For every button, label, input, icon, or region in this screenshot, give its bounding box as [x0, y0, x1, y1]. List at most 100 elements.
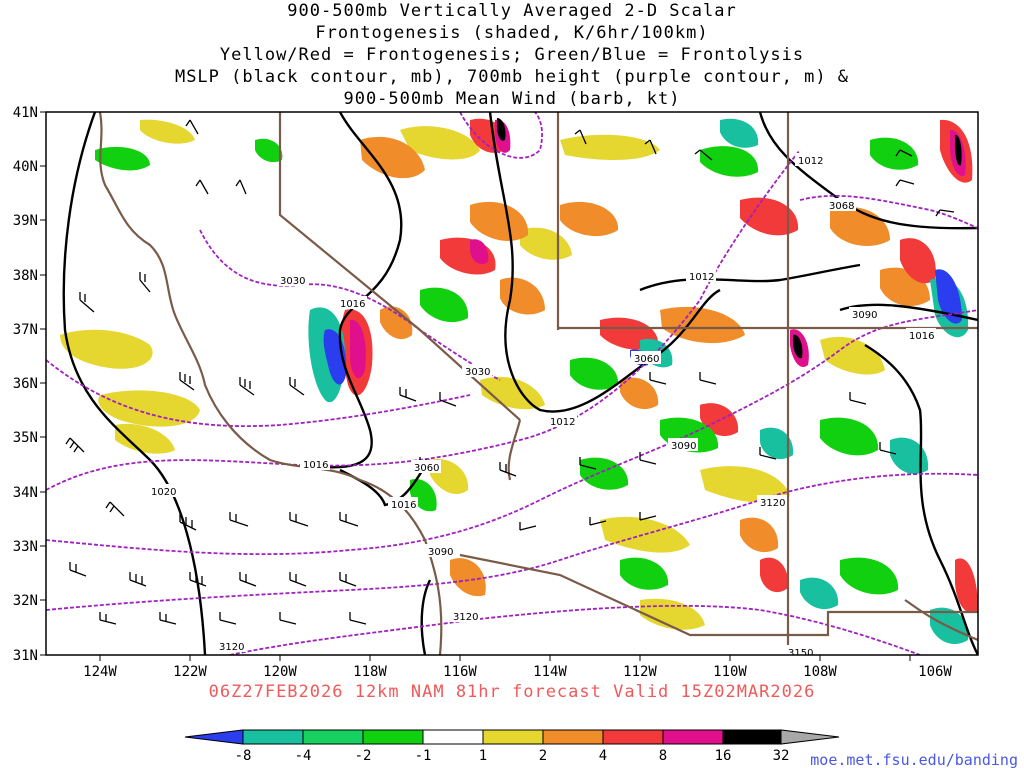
svg-text:3150: 3150	[788, 648, 813, 659]
mslp-label: 1016	[300, 457, 330, 471]
colorbar-label: -4	[295, 748, 312, 764]
colorbar-segment	[302, 729, 364, 745]
svg-text:1020: 1020	[151, 487, 176, 498]
frontogenesis-extreme-shading	[497, 118, 962, 359]
height-contours	[46, 112, 978, 655]
height-label: 3150	[785, 645, 815, 659]
colorbar-labels: -8 -4 -2 -1 1 2 4 8 16 32	[235, 748, 790, 764]
mslp-label: 1016	[906, 328, 936, 342]
lon-label: 122W	[173, 664, 207, 680]
svg-text:3120: 3120	[453, 612, 478, 623]
height-label: 3090	[425, 544, 455, 558]
svg-text:3030: 3030	[465, 367, 490, 378]
svg-text:3030: 3030	[280, 276, 305, 287]
lat-labels: 41N 40N 39N 38N 37N 36N 35N 34N 33N 32N …	[13, 105, 38, 664]
svg-text:3060: 3060	[634, 354, 659, 365]
mslp-contours	[62, 112, 978, 655]
colorbar-label: 4	[599, 748, 607, 764]
lon-label: 118W	[353, 664, 387, 680]
frontolysis-weak-shading	[95, 137, 919, 595]
svg-text:1016: 1016	[303, 460, 328, 471]
svg-text:1016: 1016	[909, 331, 934, 342]
colorbar-segment	[242, 729, 304, 745]
colorbar-segment	[362, 729, 424, 745]
colorbar	[184, 729, 840, 745]
title-line-1: 900-500mb Vertically Averaged 2-D Scalar	[287, 1, 737, 21]
height-label: 3068	[826, 198, 856, 212]
height-label: 3120	[216, 639, 246, 653]
colorbar-label: -8	[235, 748, 252, 764]
height-label: 3060	[631, 351, 661, 365]
height-label: 3060	[411, 460, 441, 474]
mslp-label: 1020	[148, 484, 178, 498]
colorbar-segment	[662, 729, 724, 745]
lon-label: 106W	[918, 664, 952, 680]
height-label: 3120	[450, 609, 480, 623]
colorbar-label: 2	[539, 748, 547, 764]
lat-label: 41N	[13, 105, 38, 121]
svg-text:3090: 3090	[852, 310, 877, 321]
lat-ticks	[40, 111, 46, 656]
lat-label: 33N	[13, 539, 38, 555]
colorbar-label: -1	[415, 748, 432, 764]
svg-text:1012: 1012	[689, 272, 714, 283]
height-label: 3090	[668, 438, 698, 452]
lat-label: 32N	[13, 593, 38, 609]
mslp-label: 1012	[686, 269, 716, 283]
svg-text:3068: 3068	[829, 201, 854, 212]
colorbar-label: 32	[773, 748, 790, 764]
mslp-label: 1016	[337, 296, 367, 310]
lat-label: 40N	[13, 159, 38, 175]
lat-label: 34N	[13, 485, 38, 501]
height-label: 3030	[277, 273, 307, 287]
lat-label: 31N	[13, 648, 38, 664]
forecast-label: 06Z27FEB2026 12km NAM 81hr forecast Vali…	[209, 682, 816, 702]
mslp-label: 1016	[388, 497, 418, 511]
shading-layer: 1012 1012 1016 1016 1016 1016 1012 1020 …	[46, 112, 978, 659]
boundaries	[98, 112, 978, 655]
wind-barbs	[65, 119, 955, 625]
svg-text:3120: 3120	[219, 642, 244, 653]
credit-link[interactable]: moe.met.fsu.edu/banding	[810, 751, 1018, 768]
svg-text:1012: 1012	[550, 417, 575, 428]
lon-label: 108W	[803, 664, 837, 680]
lon-label: 110W	[713, 664, 747, 680]
colorbar-segment	[722, 729, 782, 745]
lat-label: 38N	[13, 268, 38, 284]
colorbar-label: 16	[715, 748, 732, 764]
svg-text:1016: 1016	[340, 299, 365, 310]
svg-text:3090: 3090	[671, 441, 696, 452]
colorbar-segment	[184, 729, 244, 745]
colorbar-segment	[482, 729, 544, 745]
mslp-label: 1012	[547, 414, 577, 428]
height-label: 3090	[849, 307, 879, 321]
contour-labels: 1012 1012 1016 1016 1016 1016 1012 1020 …	[148, 153, 936, 659]
frontogenesis-moderate-shading	[360, 136, 930, 597]
lat-label: 37N	[13, 322, 38, 338]
mslp-label: 1012	[795, 153, 825, 167]
lat-label: 39N	[13, 213, 38, 229]
lon-label: 120W	[263, 664, 297, 680]
lon-ticks	[99, 655, 911, 661]
title-line-2: Frontogenesis (shaded, K/6hr/100km)	[315, 23, 709, 43]
svg-text:3060: 3060	[414, 463, 439, 474]
lon-label: 114W	[533, 664, 567, 680]
lon-label: 116W	[443, 664, 477, 680]
title-line-5: 900-500mb Mean Wind (barb, kt)	[343, 89, 681, 109]
colorbar-label: -2	[355, 748, 372, 764]
colorbar-segment	[780, 729, 840, 745]
lon-label: 124W	[83, 664, 117, 680]
svg-text:1012: 1012	[798, 156, 823, 167]
lat-label: 36N	[13, 376, 38, 392]
svg-text:3090: 3090	[428, 547, 453, 558]
map-title: 900-500mb Vertically Averaged 2-D Scalar…	[0, 0, 1024, 110]
colorbar-label: 1	[479, 748, 487, 764]
colorbar-segment	[422, 729, 484, 745]
colorbar-segment	[542, 729, 604, 745]
height-label: 3120	[757, 495, 787, 509]
lat-label: 35N	[13, 430, 38, 446]
lon-labels: 124W 122W 120W 118W 116W 114W 112W 110W …	[83, 664, 952, 680]
svg-text:3120: 3120	[760, 498, 785, 509]
title-line-4: MSLP (black contour, mb), 700mb height (…	[174, 67, 850, 87]
